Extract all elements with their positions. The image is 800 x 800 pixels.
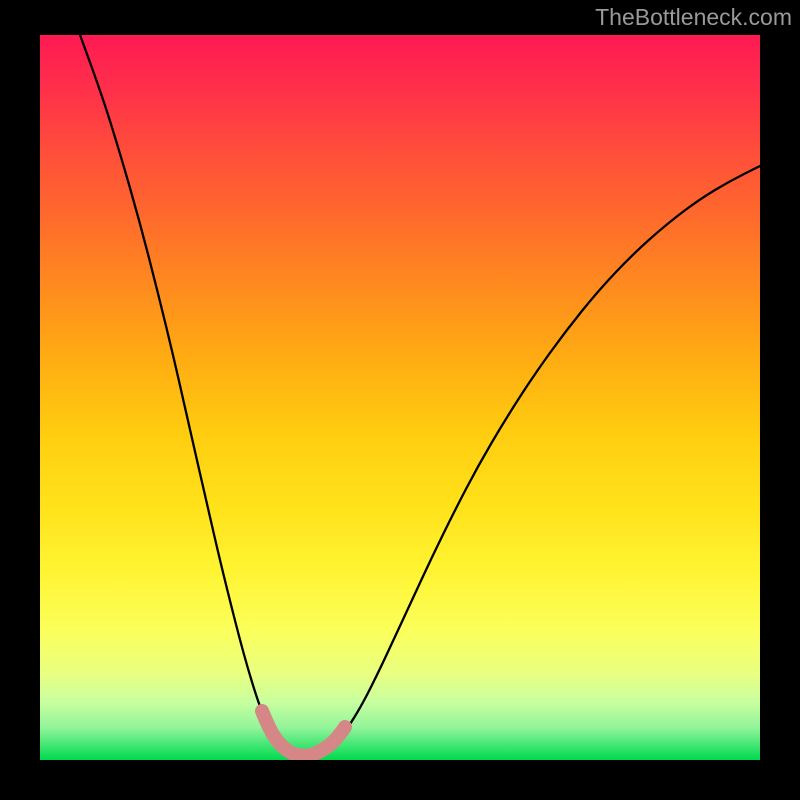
- watermark-text: TheBottleneck.com: [595, 4, 792, 31]
- gradient-plot: [40, 35, 760, 760]
- gradient-background: [40, 35, 760, 760]
- chart-stage: TheBottleneck.com: [0, 0, 800, 800]
- plot-area: [40, 35, 760, 760]
